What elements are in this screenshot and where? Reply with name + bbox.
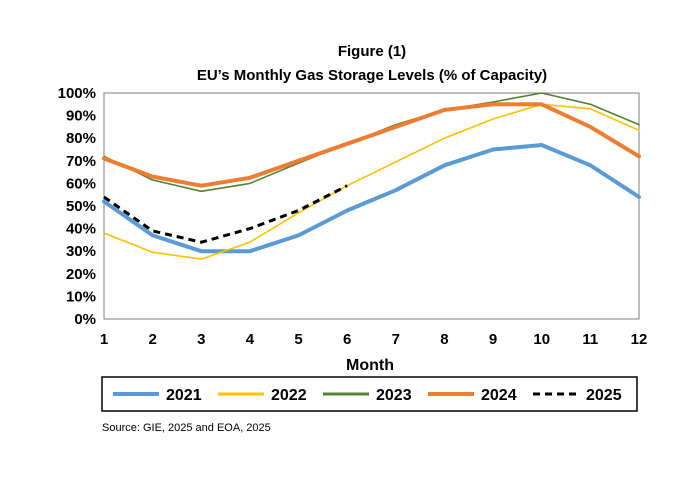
y-tick-label: 80% bbox=[66, 130, 96, 147]
series-line-2021 bbox=[102, 143, 641, 254]
y-tick-label: 30% bbox=[66, 243, 96, 260]
x-tick-label: 1 bbox=[100, 331, 108, 348]
x-tick-label: 5 bbox=[294, 331, 302, 348]
series-line-2022 bbox=[103, 103, 640, 260]
y-tick-label: 40% bbox=[66, 221, 96, 238]
x-tick-label: 7 bbox=[392, 331, 400, 348]
y-tick-label: 90% bbox=[66, 108, 96, 125]
y-tick-label: 70% bbox=[66, 153, 96, 170]
legend-label-2021: 2021 bbox=[166, 387, 202, 404]
plot-area bbox=[103, 92, 640, 320]
chart-title: Figure (1) bbox=[338, 43, 406, 60]
series-line-2023 bbox=[103, 92, 640, 193]
legend-label-2022: 2022 bbox=[271, 387, 307, 404]
legend-label-2025: 2025 bbox=[586, 387, 622, 404]
x-tick-label: 12 bbox=[631, 331, 648, 348]
legend: 2021 2022 2023 2024 2025 bbox=[113, 387, 622, 404]
x-axis-ticks: 1 2 3 4 5 6 7 8 9 10 11 12 bbox=[100, 331, 648, 348]
series-line-2025 bbox=[103, 184, 348, 244]
x-tick-label: 4 bbox=[246, 331, 255, 348]
x-axis-label: Month bbox=[346, 357, 394, 374]
series-lines bbox=[102, 92, 641, 260]
legend-label-2023: 2023 bbox=[376, 387, 412, 404]
y-tick-label: 100% bbox=[58, 85, 96, 102]
y-tick-label: 50% bbox=[66, 198, 96, 215]
series-line-2024 bbox=[102, 102, 641, 188]
legend-label-2024: 2024 bbox=[481, 387, 517, 404]
x-tick-label: 2 bbox=[148, 331, 156, 348]
source-note: Source: GIE, 2025 and EOA, 2025 bbox=[102, 422, 271, 434]
y-tick-label: 10% bbox=[66, 288, 96, 305]
chart-subtitle: EU’s Monthly Gas Storage Levels (% of Ca… bbox=[197, 67, 547, 84]
y-axis-ticks: 0% 10% 20% 30% 40% 50% 60% 70% 80% 90% 100% bbox=[58, 85, 96, 328]
y-tick-label: 20% bbox=[66, 266, 96, 283]
x-tick-label: 8 bbox=[440, 331, 448, 348]
x-tick-label: 9 bbox=[489, 331, 497, 348]
x-tick-label: 6 bbox=[343, 331, 351, 348]
y-tick-label: 60% bbox=[66, 175, 96, 192]
x-tick-label: 3 bbox=[197, 331, 205, 348]
x-tick-label: 11 bbox=[582, 331, 598, 348]
y-tick-label: 0% bbox=[74, 311, 96, 328]
x-tick-label: 10 bbox=[533, 331, 550, 348]
